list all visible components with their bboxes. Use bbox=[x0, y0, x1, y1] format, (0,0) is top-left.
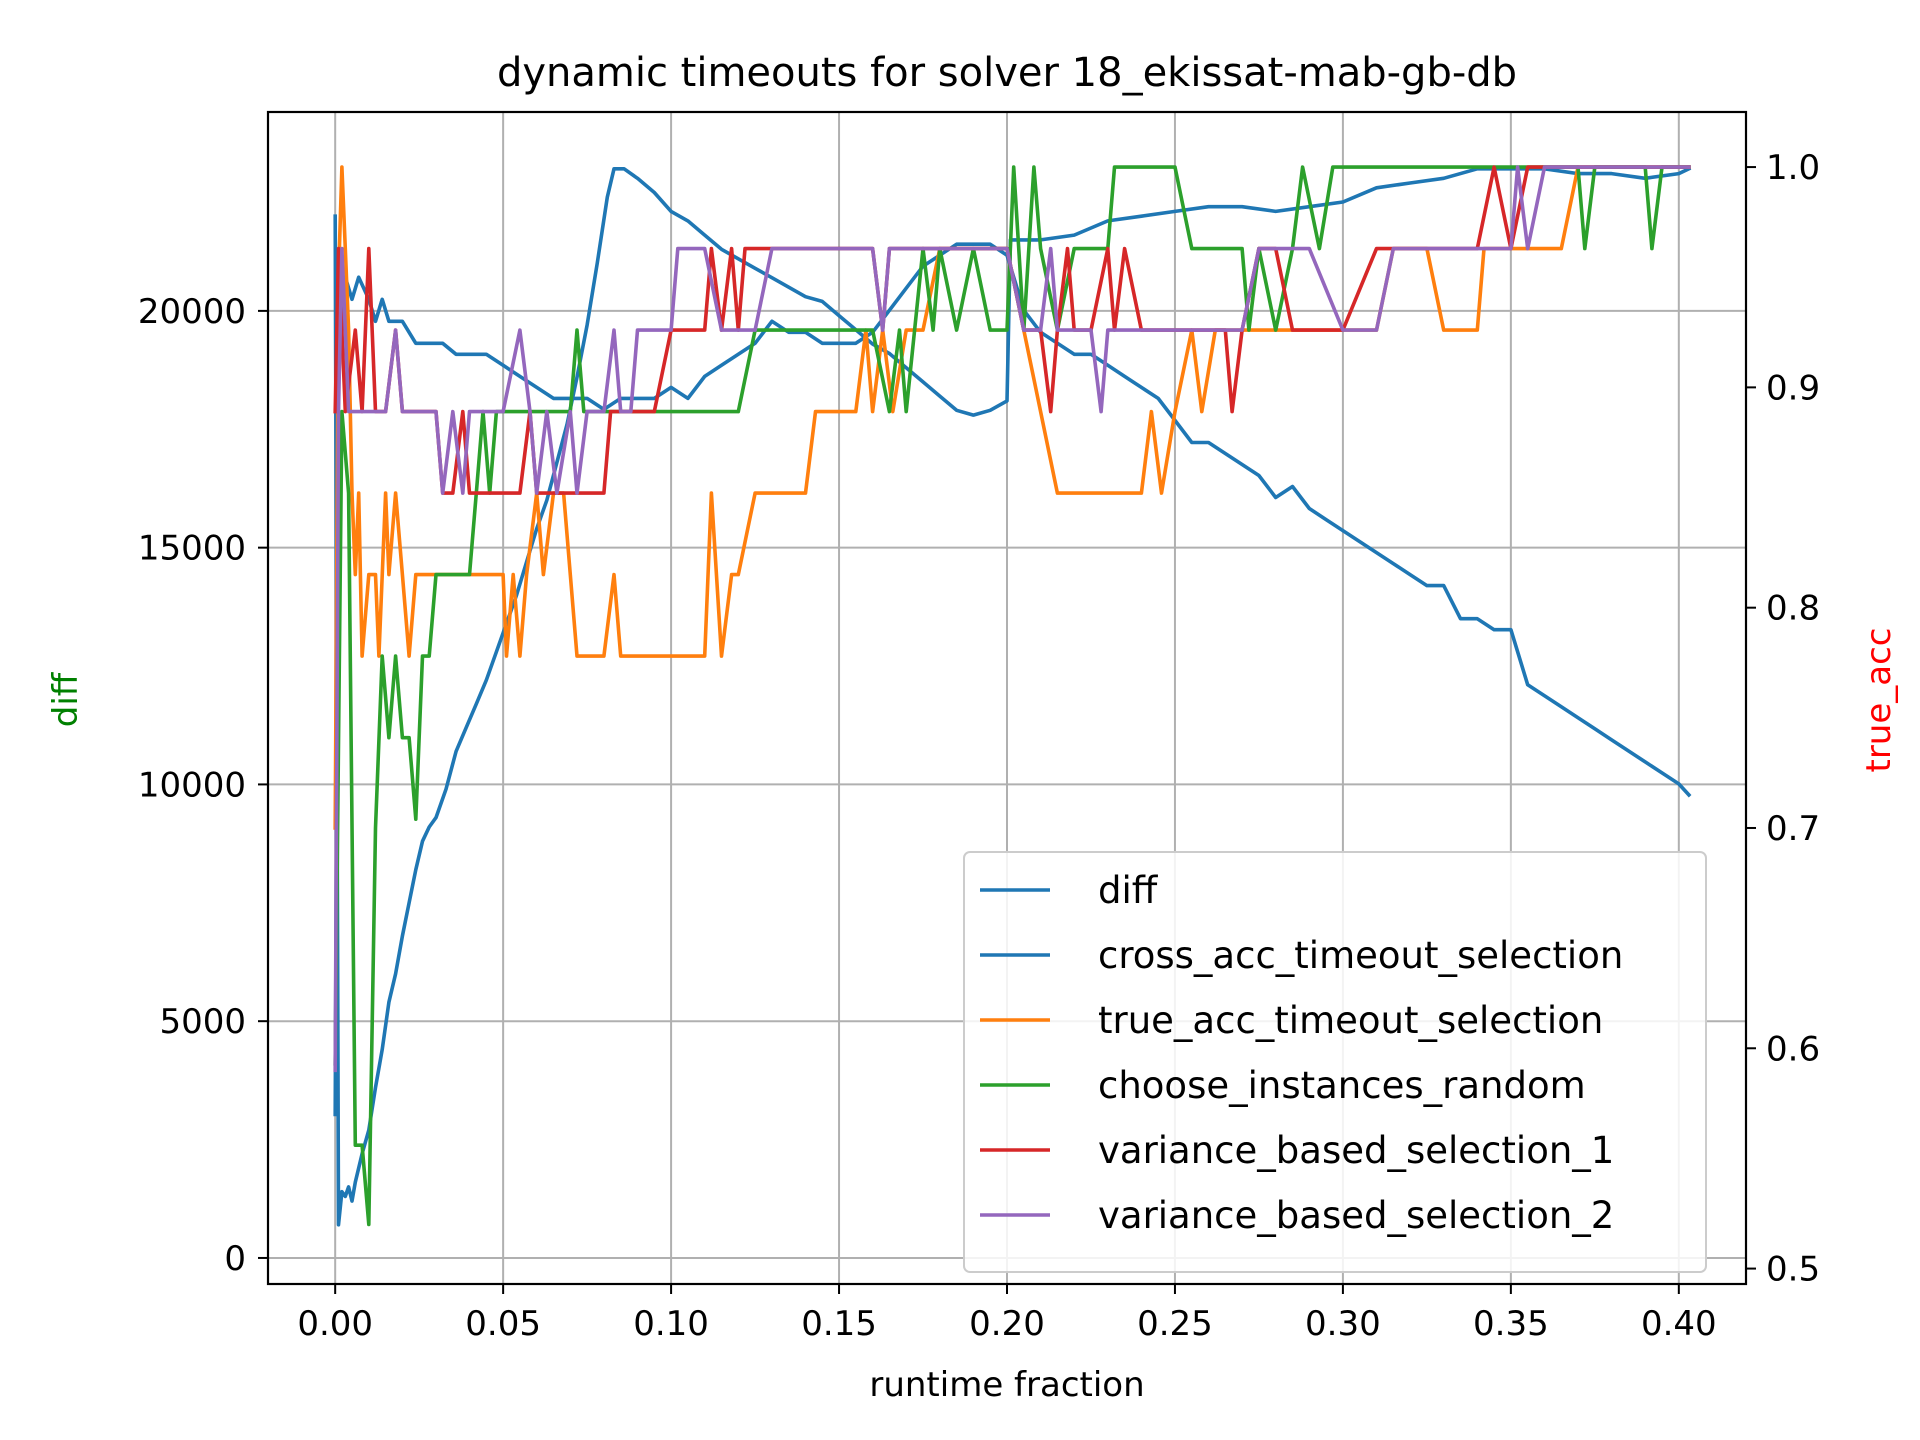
legend: diff cross_acc_timeout_selection true_acc_… bbox=[963, 851, 1707, 1273]
y-left-tick-label: 5000 bbox=[159, 1002, 246, 1042]
legend-label: variance_based_selection_2 bbox=[1098, 1194, 1614, 1237]
x-tick-label: 0.25 bbox=[1137, 1304, 1213, 1344]
x-tick-label: 0.10 bbox=[633, 1304, 709, 1344]
legend-label: choose_instances_random bbox=[1098, 1064, 1586, 1107]
y-right-tick-label: 0.8 bbox=[1766, 589, 1820, 629]
y-left-tick-label: 10000 bbox=[138, 765, 246, 805]
x-tick-label: 0.00 bbox=[297, 1304, 373, 1344]
series-line-cross-acc-timeout-selection bbox=[333, 242, 1692, 1117]
series-line-diff bbox=[333, 166, 1692, 1227]
x-tick-label: 0.20 bbox=[969, 1304, 1045, 1344]
series-line-choose-instances-random bbox=[333, 165, 1691, 1227]
y-right-axis: 0.5 0.6 0.7 0.8 0.9 1.0 bbox=[1746, 148, 1820, 1290]
y-left-axis: 0 5000 10000 15000 20000 bbox=[138, 292, 268, 1279]
y-right-tick-label: 0.7 bbox=[1766, 809, 1820, 849]
x-axis-title: runtime fraction bbox=[869, 1365, 1144, 1405]
y-right-tick-label: 0.9 bbox=[1766, 368, 1820, 408]
y-right-tick-label: 0.6 bbox=[1766, 1029, 1820, 1069]
x-axis: 0.00 0.05 0.10 0.15 0.20 0.25 0.30 0.35 0.40 bbox=[297, 1284, 1717, 1344]
y-left-tick-label: 15000 bbox=[138, 529, 246, 569]
y-right-axis-title: true_acc bbox=[1859, 628, 1899, 773]
chart-title: dynamic timeouts for solver 18_ekissat-m… bbox=[497, 50, 1517, 96]
y-right-tick-label: 0.5 bbox=[1766, 1250, 1820, 1290]
x-tick-label: 0.30 bbox=[1305, 1304, 1381, 1344]
series-lines bbox=[333, 165, 1692, 1227]
y-right-tick-label: 1.0 bbox=[1766, 148, 1820, 188]
x-tick-label: 0.35 bbox=[1473, 1304, 1549, 1344]
series-line-variance-based-selection-2 bbox=[333, 165, 1691, 1073]
legend-box bbox=[963, 851, 1707, 1273]
y-left-tick-label: 20000 bbox=[138, 292, 246, 332]
y-left-axis-title: diff bbox=[46, 671, 86, 727]
legend-label: true_acc_timeout_selection bbox=[1098, 999, 1603, 1042]
legend-label: diff bbox=[1098, 869, 1159, 912]
x-tick-label: 0.05 bbox=[465, 1304, 541, 1344]
x-tick-label: 0.15 bbox=[801, 1304, 877, 1344]
legend-label: cross_acc_timeout_selection bbox=[1098, 934, 1623, 977]
x-tick-label: 0.40 bbox=[1641, 1304, 1717, 1344]
y-left-tick-label: 0 bbox=[224, 1239, 246, 1279]
legend-label: variance_based_selection_1 bbox=[1098, 1129, 1614, 1172]
